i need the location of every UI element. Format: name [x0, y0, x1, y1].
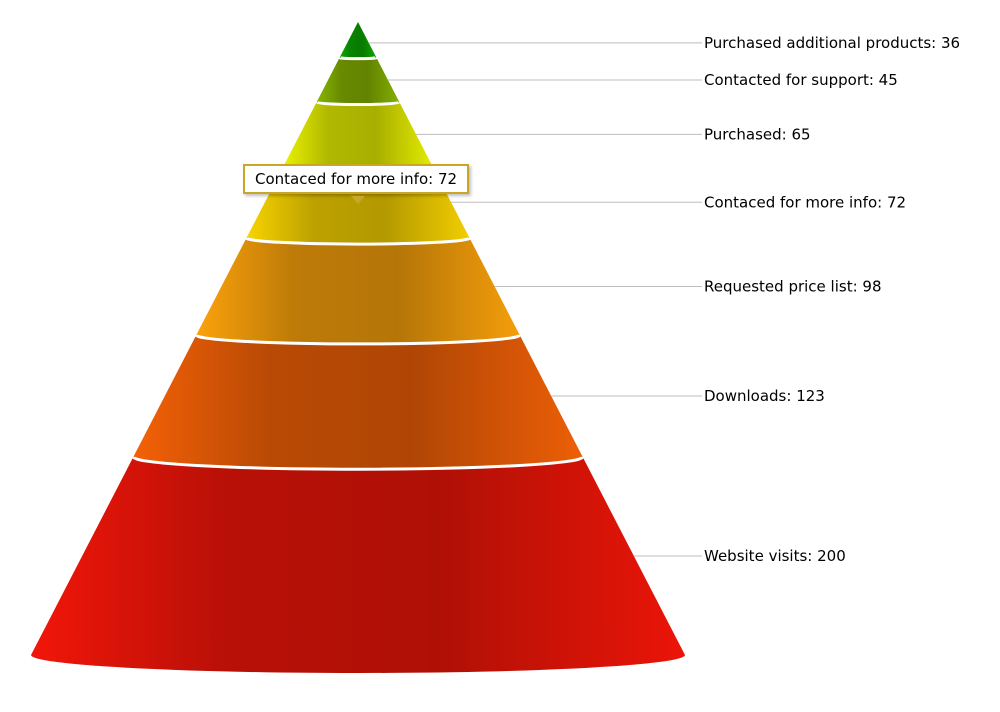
- slice-separator: [244, 237, 472, 246]
- connectors-layer: [368, 42, 702, 557]
- slice-label: Purchased: 65: [704, 125, 811, 143]
- slice-separator: [194, 334, 522, 346]
- pyramid-slice[interactable]: [31, 456, 685, 673]
- pyramid-slice[interactable]: [133, 335, 583, 470]
- chart-tooltip: Contaced for more info: 72: [243, 164, 470, 194]
- tooltip-text: Contaced for more info: 72: [255, 170, 458, 188]
- slice-separator: [338, 56, 378, 61]
- tooltip-pointer: [351, 196, 365, 204]
- pyramid-slice[interactable]: [316, 57, 400, 105]
- slice-separator: [315, 100, 401, 107]
- slices-layer: [31, 22, 685, 673]
- slice-label: Downloads: 123: [704, 387, 825, 405]
- pyramid-slice[interactable]: [339, 22, 377, 59]
- pyramid-slice[interactable]: [196, 237, 520, 344]
- slice-label: Purchased additional products: 36: [704, 34, 960, 52]
- slice-label: Contacted for support: 45: [704, 71, 898, 89]
- slice-label: Contaced for more info: 72: [704, 193, 906, 211]
- slice-label: Website visits: 200: [704, 547, 846, 565]
- slice-separator: [131, 456, 585, 471]
- slice-label: Requested price list: 98: [704, 277, 882, 295]
- pyramid-slice[interactable]: [283, 102, 433, 171]
- labels-layer: Purchased additional products: 36 Contact…: [704, 34, 960, 565]
